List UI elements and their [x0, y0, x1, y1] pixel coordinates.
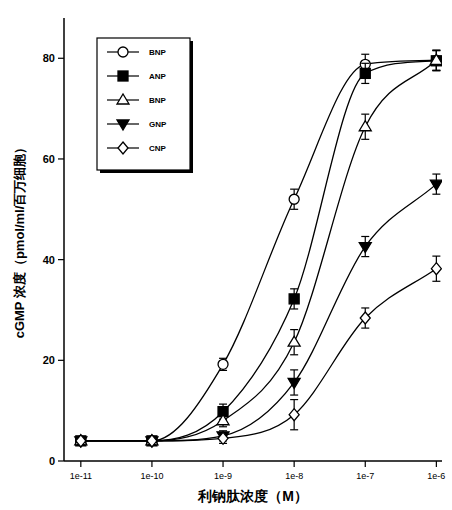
- x-tick: [365, 461, 366, 467]
- series-line: [81, 184, 437, 441]
- data-point: [76, 436, 86, 446]
- x-tick-label: 1e-6: [427, 471, 445, 481]
- legend-label: GNP: [149, 120, 167, 129]
- y-tick: [58, 259, 64, 260]
- x-tick-label: 1e-9: [214, 471, 232, 481]
- y-tick: [58, 158, 64, 159]
- x-axis-line: [64, 460, 442, 462]
- x-tick-label: 1e-8: [285, 471, 303, 481]
- data-point: [218, 432, 228, 444]
- x-tick: [436, 461, 437, 467]
- data-point: [147, 436, 157, 446]
- legend-marker: [117, 120, 129, 130]
- data-point: [360, 312, 370, 324]
- data-point: [217, 415, 229, 425]
- legend-marker: [118, 47, 128, 57]
- data-point: [289, 294, 299, 304]
- legend-label: BNP: [149, 96, 167, 105]
- data-point: [288, 336, 300, 346]
- legend-marker: [118, 71, 128, 81]
- data-point: [218, 359, 228, 369]
- y-axis-line: [63, 18, 65, 461]
- y-tick-label: 80: [43, 52, 55, 64]
- data-point: [430, 54, 442, 64]
- error-bar: [290, 400, 298, 430]
- data-point: [147, 436, 157, 446]
- x-tick-label: 1e-11: [70, 471, 92, 481]
- data-point: [76, 435, 86, 447]
- x-tick-label: 1e-7: [356, 471, 374, 481]
- data-point: [431, 263, 441, 275]
- error-bar: [432, 256, 440, 281]
- chart: 0 20 40 60 80 1e-11 1e-10 1e-9 1e-8 1e-7 1e-6 利钠肽浓度…: [0, 0, 452, 510]
- data-point: [431, 55, 441, 65]
- data-point: [288, 378, 300, 388]
- legend-marker: [117, 94, 129, 104]
- error-bar: [290, 189, 298, 209]
- y-tick-label: 20: [43, 354, 55, 366]
- legend-marker: [118, 142, 128, 154]
- data-point: [359, 243, 371, 253]
- legend-box: [97, 38, 190, 170]
- x-tick: [151, 461, 152, 467]
- error-bar: [219, 433, 227, 443]
- y-tick-label: 60: [43, 153, 55, 165]
- y-tick-label: 40: [43, 254, 55, 266]
- y-tick: [58, 360, 64, 361]
- legend-label: BNP: [149, 48, 167, 57]
- x-axis-label: 利钠肽浓度（M）: [197, 488, 308, 504]
- data-point: [359, 121, 371, 131]
- error-bar: [290, 289, 298, 309]
- series-line: [81, 269, 437, 441]
- x-tick: [294, 461, 295, 467]
- error-bar: [361, 308, 369, 328]
- data-point: [289, 194, 299, 204]
- y-tick: [58, 58, 64, 59]
- legend: BNP ANP BNP GNP CNP: [97, 38, 193, 173]
- data-point: [360, 68, 370, 78]
- data-point: [76, 436, 86, 446]
- data-point: [289, 409, 299, 421]
- data-point: [147, 435, 157, 447]
- x-tick-label: 1e-10: [140, 471, 163, 481]
- error-bar: [219, 358, 227, 370]
- x-tick: [80, 461, 81, 467]
- legend-label: ANP: [149, 72, 167, 81]
- y-tick: [58, 460, 64, 461]
- y-tick-label: 0: [49, 455, 55, 467]
- legend-label: CNP: [149, 144, 167, 153]
- error-bar: [361, 63, 369, 83]
- x-tick: [222, 461, 223, 467]
- y-axis-label: cGMP 浓度（pmol/ml/百万细胞）: [12, 141, 27, 339]
- data-point: [430, 180, 442, 190]
